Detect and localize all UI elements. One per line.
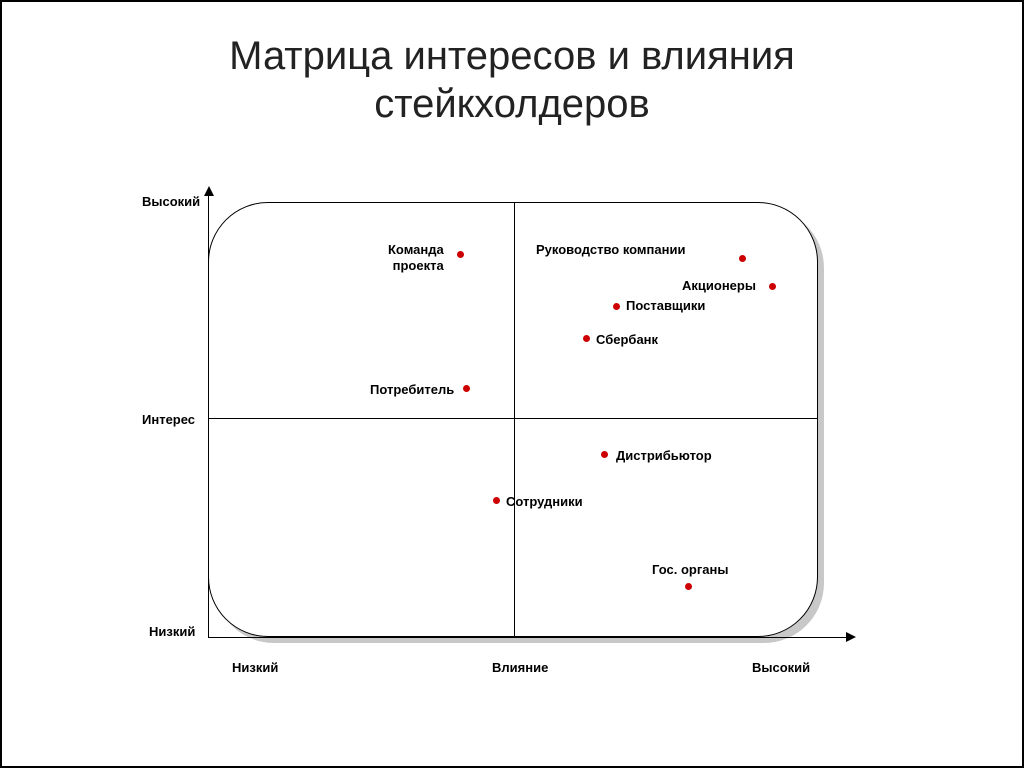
- y-axis-label-low: Низкий: [149, 624, 195, 639]
- data-point: [457, 251, 464, 258]
- data-point: [769, 283, 776, 290]
- data-point-label: Сбербанк: [596, 332, 658, 348]
- x-axis-label-high: Высокий: [752, 660, 810, 675]
- data-point: [685, 583, 692, 590]
- x-axis: [208, 637, 848, 638]
- data-point: [583, 335, 590, 342]
- data-point-label: Потребитель: [370, 382, 454, 398]
- data-point-label: Гос. органы: [652, 562, 728, 578]
- data-point-label: Сотрудники: [506, 494, 583, 510]
- stakeholder-matrix-chart: Высокий Интерес Низкий Низкий Влияние Вы…: [122, 192, 882, 692]
- quadrant-divider-vertical: [514, 202, 515, 637]
- data-point-label: Командапроекта: [388, 242, 444, 273]
- data-point: [739, 255, 746, 262]
- y-axis-arrow: [204, 186, 214, 196]
- data-point-label: Руководство компании: [536, 242, 685, 258]
- quadrant-divider-horizontal: [208, 418, 818, 419]
- data-point-label: Акционеры: [682, 278, 756, 294]
- data-point: [601, 451, 608, 458]
- data-point: [463, 385, 470, 392]
- y-axis-label-mid: Интерес: [142, 412, 195, 427]
- x-axis-label-low: Низкий: [232, 660, 278, 675]
- data-point-label: Поставщики: [626, 298, 705, 314]
- page-title: Матрица интересов и влияниястейкхолдеров: [2, 32, 1022, 128]
- y-axis: [208, 192, 209, 637]
- y-axis-label-high: Высокий: [142, 194, 200, 209]
- data-point: [493, 497, 500, 504]
- x-axis-arrow: [846, 632, 856, 642]
- slide: Матрица интересов и влияниястейкхолдеров…: [0, 0, 1024, 768]
- data-point-label: Дистрибьютор: [616, 448, 712, 464]
- data-point: [613, 303, 620, 310]
- x-axis-label-mid: Влияние: [492, 660, 548, 675]
